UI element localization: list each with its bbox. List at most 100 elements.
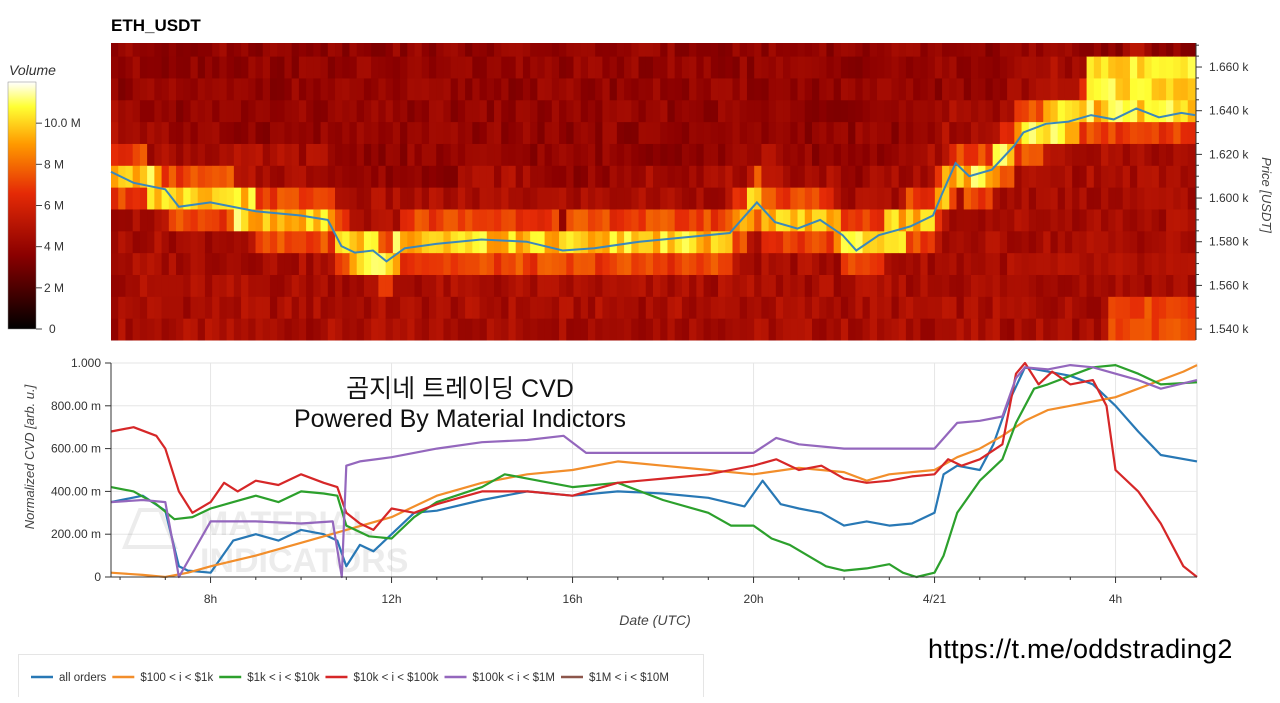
heatmap-cell xyxy=(436,56,445,79)
heatmap-cell xyxy=(732,56,741,79)
heatmap-cell xyxy=(1028,43,1037,57)
heatmap-cell xyxy=(479,143,488,166)
heatmap-cell xyxy=(862,318,871,341)
heatmap-cell xyxy=(826,187,835,210)
heatmap-cell xyxy=(580,165,589,188)
heatmap-cell xyxy=(913,121,921,144)
heatmap-cell xyxy=(956,252,965,275)
heatmap-cell xyxy=(739,99,748,123)
heatmap-cell xyxy=(269,99,278,123)
heatmap-cell xyxy=(298,252,307,275)
heatmap-cell xyxy=(551,56,560,79)
heatmap-cell xyxy=(559,318,567,341)
heatmap-cell xyxy=(667,43,676,57)
heatmap-cell xyxy=(920,296,929,319)
heatmap-cell xyxy=(269,296,278,319)
price-tick-label: 1.540 k xyxy=(1209,322,1249,336)
heatmap-cell xyxy=(1137,121,1146,144)
heatmap-cell xyxy=(421,296,430,319)
heatmap-cell xyxy=(797,165,806,188)
heatmap-cell xyxy=(1050,296,1059,319)
heatmap-cell xyxy=(414,43,423,57)
heatmap-cell xyxy=(775,208,784,232)
heatmap-cell xyxy=(718,296,726,319)
heatmap-cell xyxy=(472,208,481,232)
heatmap-cell xyxy=(320,121,329,144)
heatmap-cell xyxy=(761,99,770,123)
heatmap-cell xyxy=(970,187,979,210)
heatmap-cell xyxy=(320,296,329,319)
heatmap-cell xyxy=(884,274,893,297)
heatmap-cell xyxy=(1180,99,1189,123)
heatmap-cell xyxy=(1007,99,1015,123)
heatmap-cell xyxy=(790,208,799,232)
heatmap-cell xyxy=(443,318,452,341)
heatmap-cell xyxy=(869,318,878,341)
heatmap-cell xyxy=(356,187,365,210)
heatmap-cell xyxy=(537,43,546,57)
telegram-url[interactable]: https://t.me/oddstrading2 xyxy=(928,634,1233,664)
heatmap-cell xyxy=(559,77,567,101)
heatmap-cell xyxy=(291,274,300,297)
heatmap-cell xyxy=(400,143,408,166)
heatmap-cell xyxy=(732,77,741,101)
heatmap-cell xyxy=(956,121,965,144)
heatmap-cell xyxy=(1007,56,1015,79)
heatmap-cell xyxy=(306,274,314,297)
heatmap-cell xyxy=(884,252,893,275)
heatmap-cell xyxy=(797,99,806,123)
heatmap-cell xyxy=(197,187,206,210)
heatmap-cell xyxy=(862,43,871,57)
heatmap-cell xyxy=(616,121,625,144)
heatmap-cell xyxy=(1101,230,1109,254)
heatmap-cell xyxy=(443,77,452,101)
heatmap-cell xyxy=(797,56,806,79)
heatmap-cell xyxy=(681,187,690,210)
heatmap-cell xyxy=(602,99,611,123)
heatmap-cell xyxy=(891,296,900,319)
heatmap-cell xyxy=(826,208,835,232)
heatmap-cell xyxy=(1014,99,1023,123)
heatmap-cell xyxy=(428,274,437,297)
heatmap-cell xyxy=(978,43,987,57)
heatmap-cell xyxy=(862,143,871,166)
heatmap-cell xyxy=(833,208,842,232)
heatmap-cell xyxy=(342,143,351,166)
heatmap-cell xyxy=(212,187,220,210)
heatmap-cell xyxy=(392,99,401,123)
heatmap-cell xyxy=(783,77,791,101)
heatmap-cell xyxy=(797,230,806,254)
heatmap-cell xyxy=(298,208,307,232)
heatmap-cell xyxy=(718,43,726,57)
heatmap-cell xyxy=(356,143,365,166)
heatmap-cell xyxy=(942,187,950,210)
heatmap-cell xyxy=(530,296,538,319)
heatmap-cell xyxy=(1122,252,1131,275)
heatmap-cell xyxy=(732,43,741,57)
heatmap-cell xyxy=(161,318,170,341)
heatmap-cell xyxy=(674,318,683,341)
heatmap-cell xyxy=(660,208,669,232)
heatmap-cell xyxy=(1093,187,1102,210)
heatmap-cell xyxy=(920,77,929,101)
heatmap-cell xyxy=(746,43,755,57)
heatmap-cell xyxy=(139,121,148,144)
heatmap-cell xyxy=(913,56,921,79)
heatmap-cell xyxy=(486,121,495,144)
heatmap-cell xyxy=(913,318,921,341)
heatmap-cell xyxy=(681,252,690,275)
heatmap-cell xyxy=(465,99,473,123)
heatmap-cell xyxy=(168,121,177,144)
heatmap-cell xyxy=(522,208,531,232)
heatmap-cell xyxy=(269,143,278,166)
heatmap-cell xyxy=(515,143,524,166)
heatmap-cell xyxy=(1057,208,1066,232)
heatmap-cell xyxy=(992,99,1001,123)
heatmap-cell xyxy=(638,121,647,144)
heatmap-cell xyxy=(168,56,177,79)
heatmap-cell xyxy=(154,77,163,101)
heatmap-cell xyxy=(327,318,336,341)
heatmap-cell xyxy=(385,43,394,57)
heatmap-cell xyxy=(978,252,987,275)
heatmap-cell xyxy=(609,252,618,275)
